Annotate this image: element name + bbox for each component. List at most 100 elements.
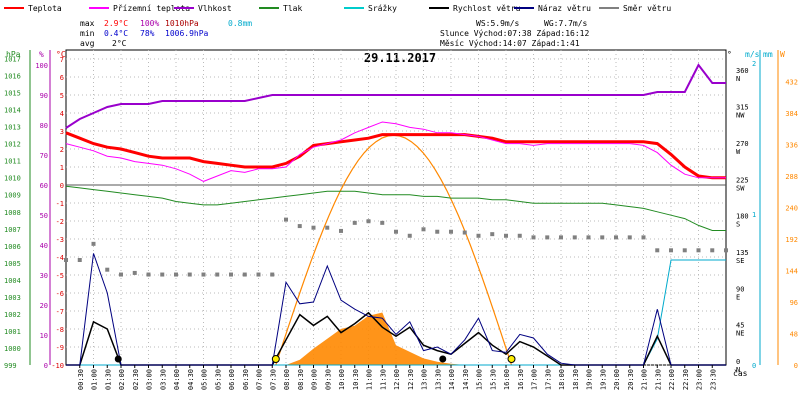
x-tick-label: 16:30 <box>517 369 525 390</box>
wind-direction-point <box>201 272 206 277</box>
solar-tick-label: 240 <box>785 205 798 213</box>
legend-label: Vlhkost <box>198 4 232 13</box>
stats-min-label: min <box>80 29 95 38</box>
wind-direction-point <box>724 248 728 253</box>
x-tick-label: 15:00 <box>476 369 484 390</box>
wind-direction-point <box>627 235 632 240</box>
solar-tick-label: 48 <box>790 331 798 339</box>
series-line-p-zemn-teplota <box>65 121 726 182</box>
temp-tick-label: -8 <box>56 326 64 334</box>
hpa-tick-label: 1009 <box>4 192 21 200</box>
temp-tick-label: 3 <box>60 128 64 136</box>
x-tick-label: 16:00 <box>503 369 511 390</box>
hpa-tick-label: 1016 <box>4 73 21 81</box>
series-line-vlhkost <box>65 63 726 129</box>
x-tick-label: 17:30 <box>544 369 552 390</box>
wind-direction-point <box>339 228 343 233</box>
humidity-tick-label: 0 <box>44 362 48 370</box>
sun-marker <box>507 355 516 363</box>
stats-min-press: 1006.9hPa <box>165 29 209 38</box>
direction-tick-compass: E <box>736 293 740 301</box>
humidity-tick-label: 90 <box>40 92 48 100</box>
wind-direction-point <box>394 229 398 234</box>
left-axes: 1017101610151014101310121011101010091008… <box>4 50 64 370</box>
humidity-tick-label: 40 <box>40 242 48 250</box>
wind-direction-point <box>545 235 550 240</box>
wind-direction-point <box>572 235 577 240</box>
direction-tick-label: 360 <box>736 67 749 75</box>
chart-title: 29.11.2017 <box>364 51 436 65</box>
hpa-tick-label: 1012 <box>4 141 21 149</box>
legend-label: Tlak <box>283 4 302 13</box>
temp-tick-label: -10 <box>51 362 64 370</box>
x-tick-label: 05:00 <box>201 369 209 390</box>
x-tick-label: 14:00 <box>448 369 456 390</box>
x-tick-label: 01:00 <box>91 369 99 390</box>
wind-direction-point <box>256 272 261 277</box>
x-tick-label: 21:30 <box>654 369 662 390</box>
wind-direction-point <box>490 232 495 237</box>
x-tick-label: 03:30 <box>159 369 167 390</box>
hpa-tick-label: 1005 <box>4 260 21 268</box>
hpa-tick-label: 1000 <box>4 345 21 353</box>
stats-block: max 2.9°C 100% 1010hPa 0.8mm min 0.4°C 7… <box>80 19 252 48</box>
x-axis: 00:30 01:00 01:30 02:00 02:30 03:00 03:30 04:00… <box>77 365 717 390</box>
x-tick-label: 18:00 <box>558 369 566 390</box>
x-tick-label: 02:00 <box>118 369 126 390</box>
hpa-tick-label: 1002 <box>4 311 21 319</box>
wind-direction-point <box>119 272 123 277</box>
x-tick-label: 02:30 <box>132 369 140 390</box>
x-tick-label: 22:30 <box>682 369 690 390</box>
direction-tick-label: 180 <box>736 213 749 221</box>
humidity-axis-unit: % <box>39 50 44 59</box>
solar-tick-label: 288 <box>785 173 798 181</box>
legend-label: Přízemní teplota <box>113 4 190 13</box>
solar-tick-label: 192 <box>785 236 798 244</box>
x-tick-label: 22:00 <box>668 369 676 390</box>
temp-tick-label: 6 <box>60 74 64 82</box>
x-tick-label: 09:00 <box>311 369 319 390</box>
direction-tick-label: 45 <box>736 322 744 330</box>
hpa-tick-label: 1011 <box>4 158 21 166</box>
stats-avg-temp: 2°C <box>112 39 127 48</box>
wind-direction-point <box>462 230 467 235</box>
wind-direction-point <box>669 248 673 253</box>
direction-tick-label: 135 <box>736 249 749 257</box>
stats-max-press: 1010hPa <box>165 19 199 28</box>
wind-direction-point <box>655 248 660 253</box>
wind-direction-point <box>160 272 165 277</box>
x-tick-label: 05:30 <box>214 369 222 390</box>
temp-tick-label: 1 <box>60 164 64 172</box>
wind-tick-label: 2 <box>752 60 756 68</box>
temp-tick-label: 5 <box>60 92 64 100</box>
direction-tick-compass: SW <box>736 184 745 192</box>
temp-tick-label: -9 <box>56 344 64 352</box>
x-tick-label: 12:30 <box>407 369 415 390</box>
temp-tick-label: -1 <box>56 200 64 208</box>
wind-direction-point <box>91 241 96 246</box>
humidity-tick-label: 70 <box>40 152 48 160</box>
solar-tick-label: 96 <box>790 299 798 307</box>
wind-axis-unit: m/s <box>745 50 760 59</box>
wind-direction-point <box>270 272 275 277</box>
wind-direction-point <box>77 258 82 262</box>
hpa-tick-label: 1003 <box>4 294 21 302</box>
stats-max-temp: 2.9°C <box>104 19 128 28</box>
legend-label: Směr větru <box>623 4 671 13</box>
temp-tick-label: -6 <box>56 290 64 298</box>
legend-label: Rychlost větru <box>453 4 521 13</box>
grid <box>66 50 726 366</box>
wind-direction-point <box>174 272 178 277</box>
precip-axis-unit: mm <box>763 50 773 59</box>
temp-tick-label: -4 <box>56 254 64 262</box>
right-axes: 360N315NW270W225SW180S135SE90E45NE0N2104… <box>736 50 798 374</box>
x-tick-label: 11:00 <box>366 369 374 390</box>
wind-direction-point <box>187 272 192 277</box>
hpa-tick-label: 1008 <box>4 209 21 217</box>
wind-direction-point <box>586 235 591 240</box>
wind-direction-point <box>229 272 233 277</box>
direction-tick-label: 270 <box>736 140 749 148</box>
wind-direction-point <box>600 235 605 240</box>
info-block: WS:5.9m/s WG:7.7m/s Slunce Východ:07:38 … <box>440 19 589 48</box>
